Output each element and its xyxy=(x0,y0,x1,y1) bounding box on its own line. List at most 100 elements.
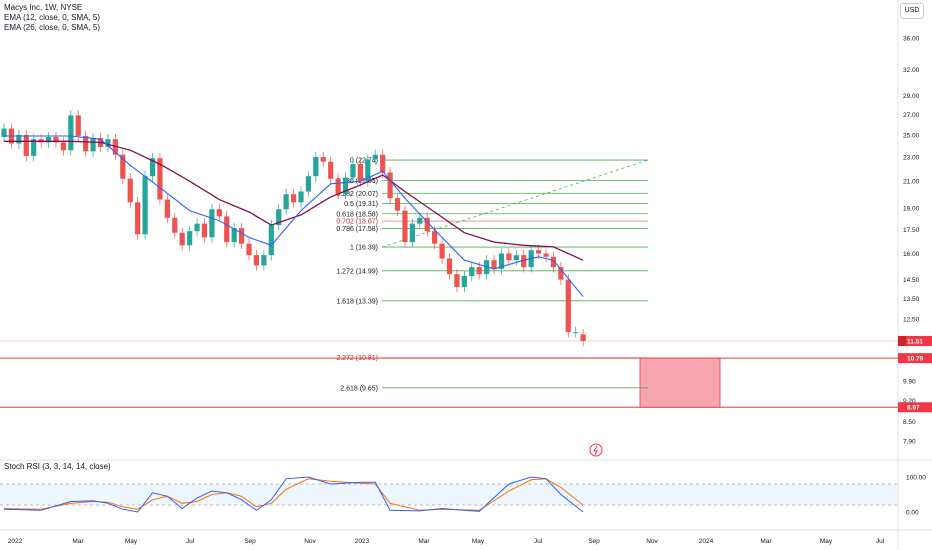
candle-body xyxy=(394,198,401,211)
candle-body xyxy=(305,176,312,192)
price-axis-tick: 17.50 xyxy=(903,227,920,234)
candle-body xyxy=(172,217,178,233)
symbol-legend: Macys Inc, 1W, NYSE xyxy=(4,3,83,12)
time-axis-label: Sep xyxy=(244,538,256,545)
ema-fast-line xyxy=(4,135,584,298)
candle-body xyxy=(268,225,274,256)
fib-level-label: 1.272 (14.99) xyxy=(336,268,378,275)
price-marker-bg xyxy=(898,335,932,346)
time-axis-label: Mar xyxy=(72,538,84,545)
price-axis-tick: 8.50 xyxy=(903,419,916,426)
price-axis-tick: 27.00 xyxy=(903,112,920,119)
price-axis-tick: 9.90 xyxy=(903,379,916,386)
candle-body xyxy=(149,158,156,177)
price-marker-tag xyxy=(898,335,906,346)
candle-body xyxy=(573,332,579,334)
candle-body xyxy=(231,228,237,243)
fib-level-label: 0.618 (18.58) xyxy=(336,211,378,218)
candle-body xyxy=(446,258,453,275)
candle-body xyxy=(298,191,304,203)
time-axis-label: May xyxy=(125,538,138,545)
candle-body xyxy=(521,255,527,268)
price-axis-tick: 14.50 xyxy=(903,277,920,284)
candle-body xyxy=(120,154,126,179)
candle-body xyxy=(68,115,74,151)
price-marker-bg xyxy=(898,402,932,413)
candle-body xyxy=(75,115,81,136)
candle-body xyxy=(179,232,185,246)
time-axis-label: Nov xyxy=(304,538,316,545)
time-axis-label: 2022 xyxy=(8,538,23,545)
candle-body xyxy=(209,209,215,238)
price-axis-tick: 32.00 xyxy=(903,67,920,74)
candle-body xyxy=(201,223,208,238)
rsi-axis-tick: 0.00 xyxy=(906,510,919,517)
stoch-rsi-k-line xyxy=(3,476,584,513)
price-axis-tick: 19.00 xyxy=(903,205,920,212)
candle-body xyxy=(387,172,393,199)
candle-body xyxy=(417,217,423,224)
ema-fast-legend: EMA (12, close, 0, SMA, 5) xyxy=(4,13,101,22)
candle-body xyxy=(342,177,349,195)
lightning-icon xyxy=(593,445,598,456)
candle-body xyxy=(45,137,52,143)
currency-button[interactable]: USD xyxy=(900,3,924,19)
time-axis-label: Jul xyxy=(186,538,195,545)
candle-body xyxy=(83,135,89,152)
price-marker-label: 10.79 xyxy=(907,356,924,363)
candle-body xyxy=(320,157,326,162)
fib-level-label: 0.382 (20.07) xyxy=(336,191,378,198)
candle-body xyxy=(261,255,267,266)
candle-body xyxy=(194,223,200,232)
candle-body xyxy=(16,134,22,144)
candle-body xyxy=(157,158,163,200)
time-axis-label: May xyxy=(820,538,833,545)
candle-body xyxy=(60,142,66,151)
candle-body xyxy=(105,139,111,147)
price-axis-tick: 7.90 xyxy=(903,439,916,446)
time-axis-label: 2024 xyxy=(699,538,714,545)
price-marker-label: 11.51 xyxy=(907,338,923,345)
candle-body xyxy=(335,178,341,195)
candle-body xyxy=(409,223,415,243)
candle-body xyxy=(239,228,245,244)
candle-body xyxy=(491,260,497,269)
candle-body xyxy=(439,243,445,259)
price-axis-tick: 25.00 xyxy=(903,132,920,139)
fib-level-label: 1 (16.39) xyxy=(350,245,378,252)
candle-body xyxy=(506,253,512,261)
candle-body xyxy=(90,138,96,152)
target-zone-box xyxy=(639,357,721,408)
candle-body xyxy=(1,128,7,138)
candle-body xyxy=(580,334,586,341)
candle-body xyxy=(23,134,29,156)
candle-body xyxy=(216,209,222,217)
fib-level-label: 1.618 (13.39) xyxy=(336,298,378,305)
price-axis-tick: 23.00 xyxy=(903,155,920,162)
candle-body xyxy=(135,202,141,235)
candle-body xyxy=(498,253,505,269)
time-axis-label: 2023 xyxy=(355,538,370,545)
stoch-rsi-d-line xyxy=(3,478,584,511)
candle-body xyxy=(565,279,571,333)
time-axis-label: Mar xyxy=(418,538,430,545)
rsi-band xyxy=(0,484,898,505)
price-axis-tick: 12.50 xyxy=(903,317,920,324)
fib-level-label: 2.618 (9.65) xyxy=(340,385,378,392)
candle-body xyxy=(424,217,430,232)
ema-slow-line xyxy=(4,140,584,261)
candle-body xyxy=(53,137,59,143)
candle-body xyxy=(558,267,564,280)
candle-body xyxy=(290,194,297,203)
candle-body xyxy=(253,255,260,266)
candle-body xyxy=(357,164,363,182)
candle-body xyxy=(313,157,319,177)
candle-body xyxy=(432,231,438,244)
time-axis-label: Jul xyxy=(876,538,885,545)
candle-body xyxy=(31,139,37,156)
candle-body xyxy=(469,267,475,276)
price-axis-tick: 16.00 xyxy=(903,251,920,258)
price-marker-bg xyxy=(898,353,932,364)
time-axis-label: Sep xyxy=(588,538,600,545)
